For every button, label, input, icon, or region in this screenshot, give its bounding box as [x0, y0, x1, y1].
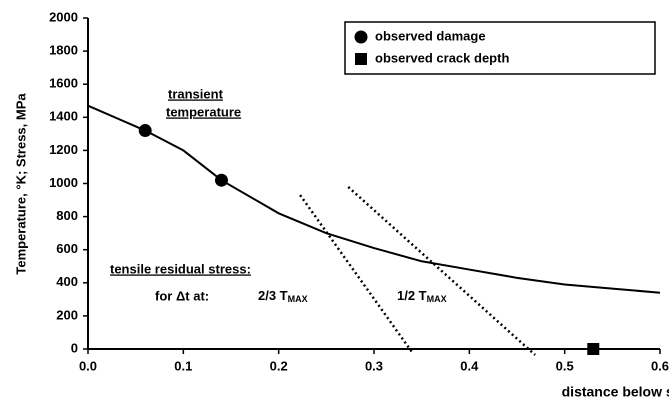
- legend-marker: [355, 53, 367, 65]
- y-tick-label: 0: [71, 340, 78, 355]
- annotation: tensile residual stress:: [110, 261, 251, 276]
- legend-label: observed crack depth: [375, 50, 509, 65]
- legend-label: observed damage: [375, 28, 486, 43]
- annotation-sub: MAX: [288, 294, 308, 304]
- annotation: 2/3 TMAX: [258, 288, 308, 304]
- x-axis-label: distance below surface, mm: [562, 384, 669, 400]
- x-tick-label: 0.3: [365, 358, 383, 373]
- x-tick-label: 0.5: [556, 358, 574, 373]
- y-tick-label: 1400: [49, 109, 78, 124]
- y-tick-label: 600: [56, 241, 78, 256]
- curve: [87, 104, 661, 294]
- annotation: 1/2 TMAX: [397, 288, 447, 304]
- y-tick-label: 1200: [49, 142, 78, 157]
- x-tick-label: 0.4: [460, 358, 479, 373]
- annotation-sub: MAX: [427, 294, 447, 304]
- y-tick-label: 800: [56, 208, 78, 223]
- y-tick-label: 1600: [49, 76, 78, 91]
- y-tick-label: 200: [56, 307, 78, 322]
- annotation-text: 2/3 T: [258, 288, 288, 303]
- y-tick-label: 2000: [49, 9, 78, 24]
- y-tick-label: 1000: [49, 175, 78, 190]
- y-tick-label: 1800: [49, 43, 78, 58]
- point: [587, 343, 600, 355]
- legend-box: [344, 21, 656, 75]
- y-axis-label: Temperature, °K; Stress, MPa: [13, 93, 28, 275]
- dotted-line: [347, 186, 536, 356]
- x-tick-label: 0.6: [651, 358, 669, 373]
- annotation: transient: [168, 86, 224, 101]
- annotation: for Δt at:: [155, 288, 209, 303]
- annotation: temperature: [166, 104, 241, 119]
- annotation-text: 1/2 T: [397, 288, 427, 303]
- y-tick-label: 400: [56, 274, 78, 289]
- legend-marker: [354, 30, 368, 44]
- x-tick-label: 0.2: [270, 358, 288, 373]
- x-tick-label: 0.1: [174, 358, 192, 373]
- point: [138, 124, 152, 138]
- x-tick-label: 0.0: [79, 358, 97, 373]
- point: [214, 173, 228, 187]
- dotted-line: [299, 194, 414, 354]
